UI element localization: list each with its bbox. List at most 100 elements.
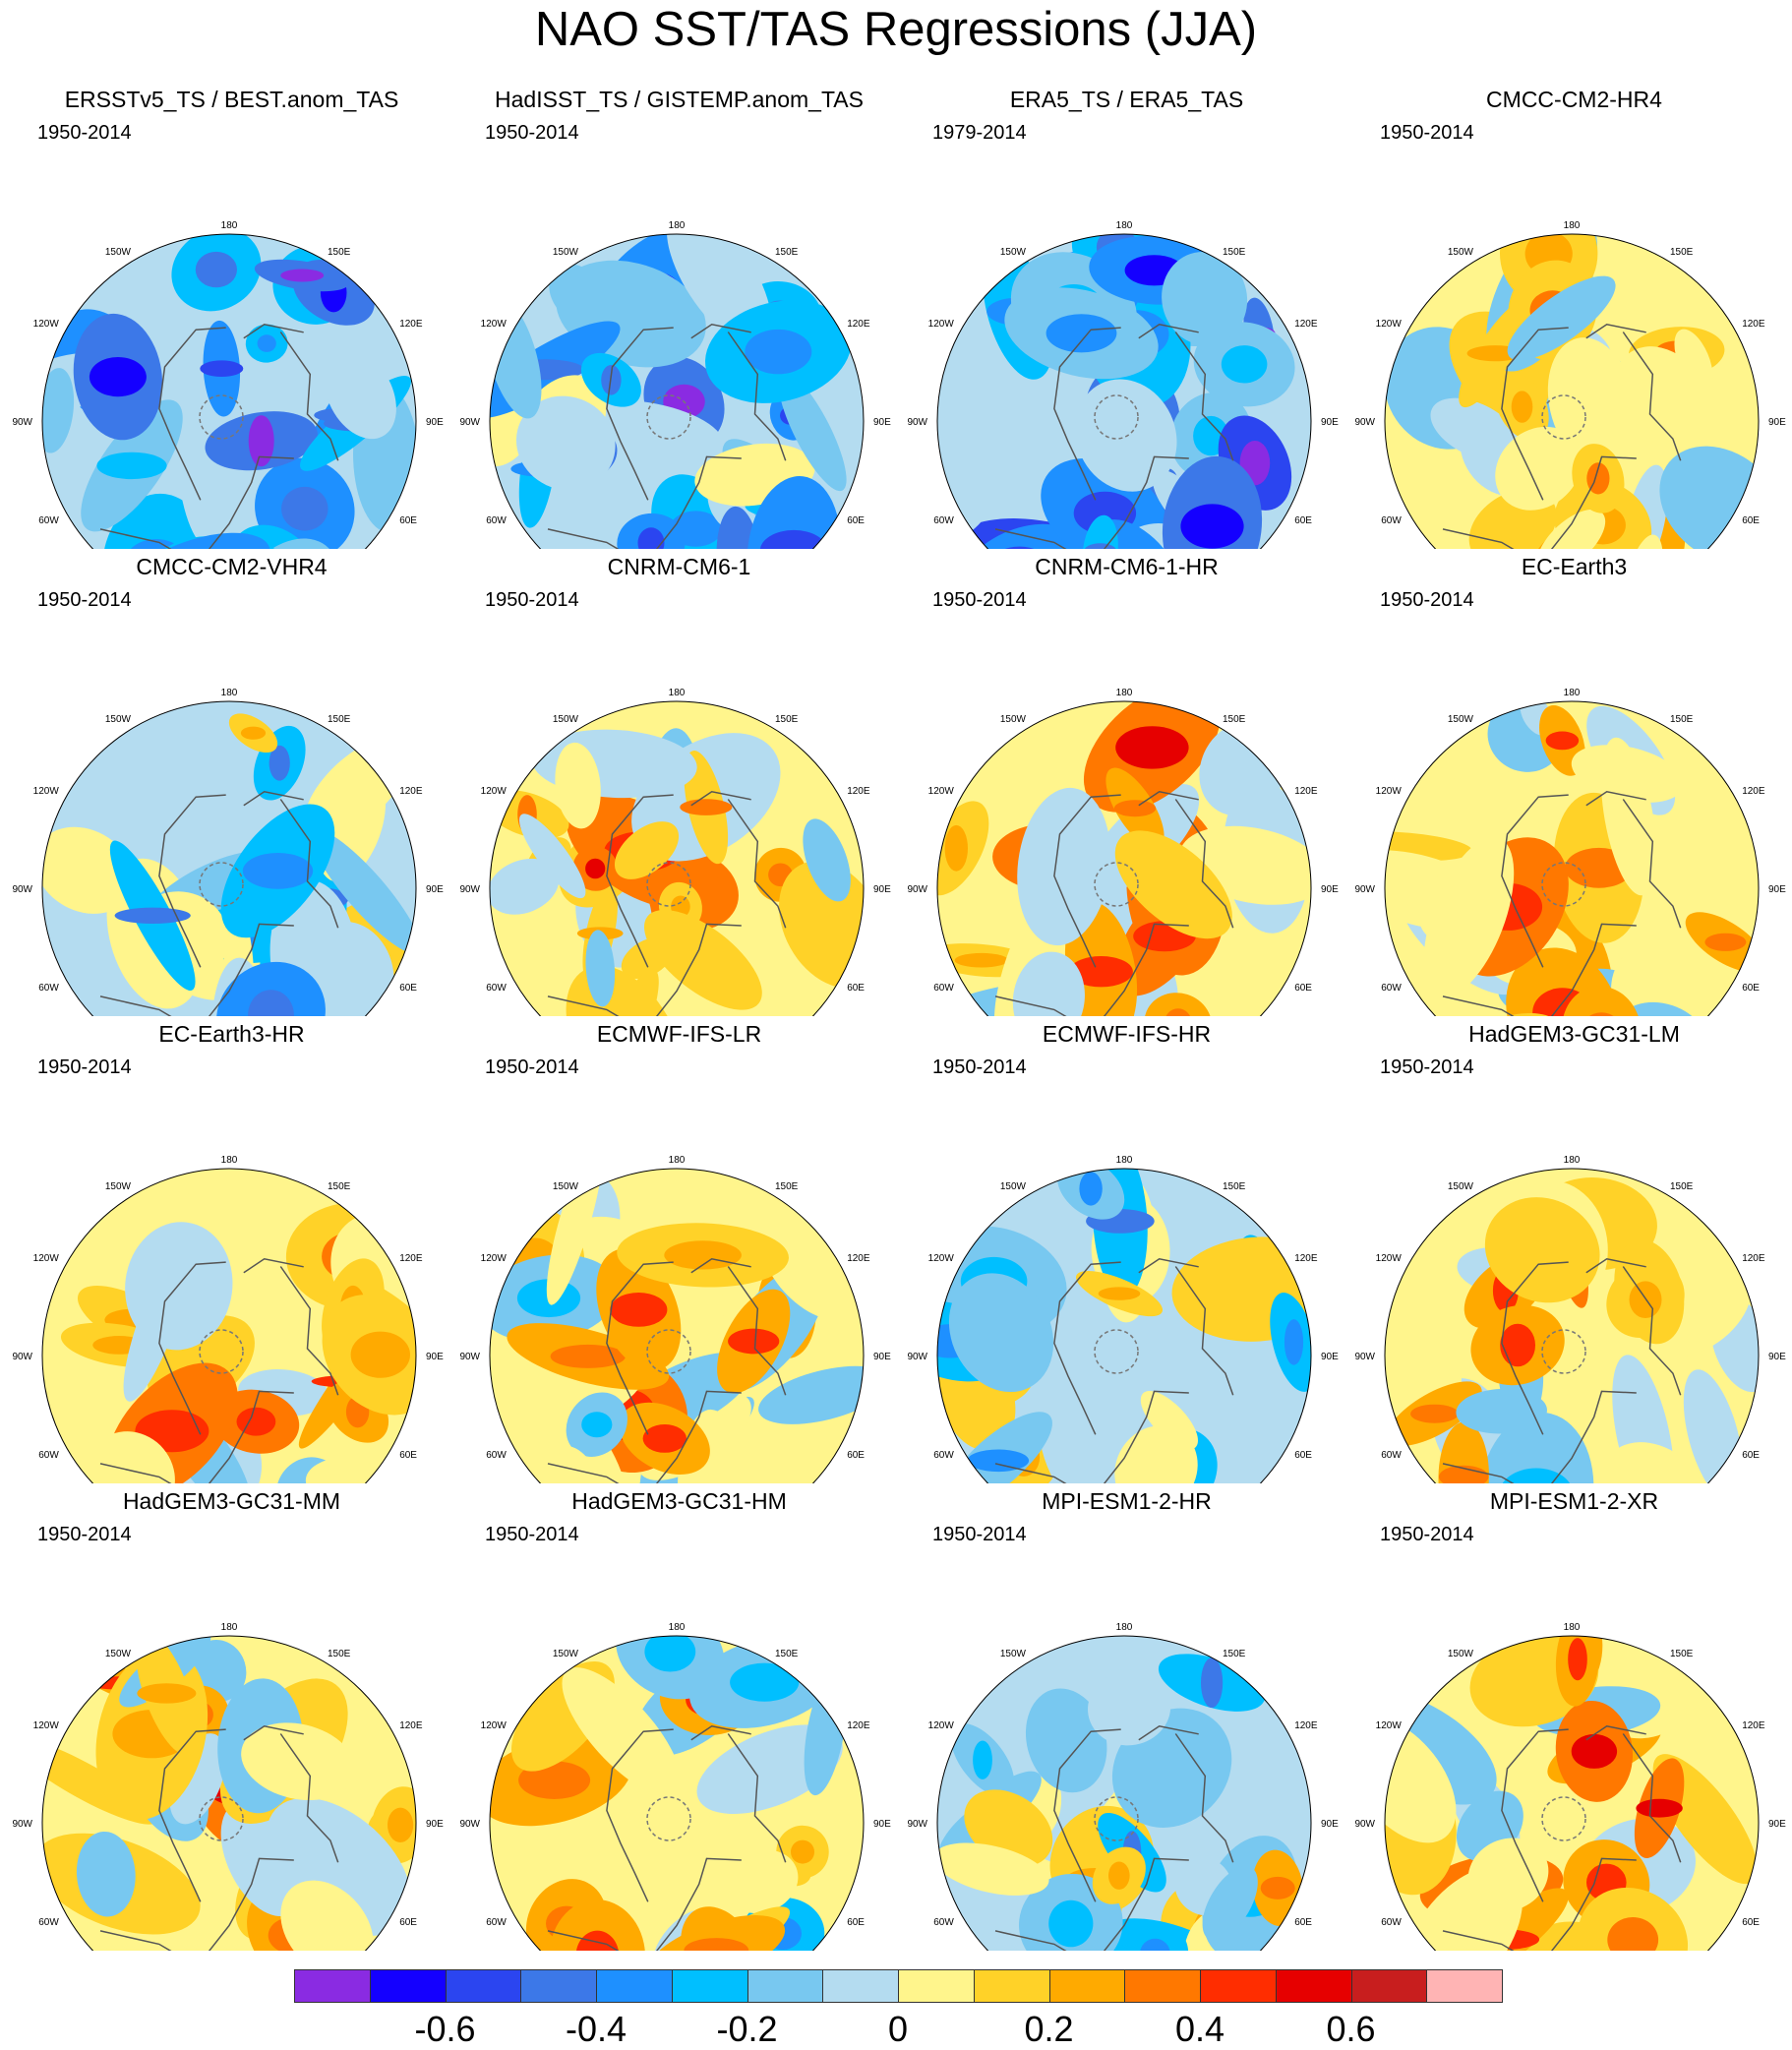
longitude-label: 150E bbox=[775, 1181, 799, 1192]
longitude-label: 150W bbox=[1448, 247, 1474, 258]
longitude-label: 90E bbox=[1321, 884, 1339, 895]
arctic-islands bbox=[1541, 394, 1586, 440]
longitude-label: 60W bbox=[486, 983, 507, 994]
polar-map: 180150E120E90E60E30E030W60W90W120W150W bbox=[907, 688, 1339, 1016]
longitude-label: 150W bbox=[553, 247, 579, 258]
longitude-label: 60W bbox=[933, 1917, 954, 1928]
panel-title: ECMWF-IFS-HR bbox=[1042, 1021, 1212, 1047]
longitude-label: 120E bbox=[847, 1253, 870, 1264]
longitude-label: 150E bbox=[775, 1649, 799, 1659]
longitude-label: 120E bbox=[1742, 319, 1765, 330]
longitude-label: 180 bbox=[1116, 1622, 1133, 1633]
longitude-label: 120E bbox=[399, 319, 423, 330]
arctic-islands bbox=[1541, 1796, 1586, 1841]
longitude-label: 60E bbox=[399, 983, 417, 994]
map-border bbox=[41, 233, 417, 549]
colorbar-label: 0 bbox=[887, 2009, 909, 2049]
map-panel: 180150E120E90E60E30E030W60W90W120W150WHa… bbox=[0, 1488, 448, 1951]
colorbar-box bbox=[294, 1969, 371, 2003]
longitude-label: 60W bbox=[486, 515, 507, 526]
longitude-label: 90E bbox=[1321, 1352, 1339, 1362]
colorbar-box bbox=[747, 1969, 824, 2003]
longitude-label: 120E bbox=[1294, 1253, 1318, 1264]
arctic-islands bbox=[199, 1796, 244, 1841]
polar-map: 180150E120E90E60E30E030W60W90W120W150W bbox=[1354, 220, 1786, 549]
map-panel: 180150E120E90E60E30E030W60W90W120W150WHa… bbox=[448, 1488, 895, 1951]
panel-title: CNRM-CM6-1 bbox=[607, 554, 751, 579]
longitude-label: 120E bbox=[1294, 319, 1318, 330]
colorbar-box bbox=[898, 1969, 975, 2003]
colorbar-box bbox=[973, 1969, 1050, 2003]
longitude-label: 90W bbox=[1354, 417, 1375, 428]
longitude-label: 120E bbox=[847, 1720, 870, 1731]
longitude-label: 150W bbox=[1448, 714, 1474, 725]
map-panel: 180150E120E90E60E30E030W60W90W120W150WCM… bbox=[1343, 87, 1790, 549]
map-panel: 180150E120E90E60E30E030W60W90W120W150WHa… bbox=[448, 87, 895, 549]
panel-title: MPI-ESM1-2-XR bbox=[1489, 1488, 1659, 1514]
polar-map: 180150E120E90E60E30E030W60W90W120W150W bbox=[12, 1155, 444, 1483]
longitude-label: 60W bbox=[38, 1917, 59, 1928]
coastline bbox=[547, 1725, 787, 1951]
coastline bbox=[994, 1258, 1234, 1483]
longitude-label: 120W bbox=[1376, 319, 1403, 330]
longitude-label: 120E bbox=[847, 319, 870, 330]
anomaly-field bbox=[42, 1636, 416, 1951]
longitude-label: 90W bbox=[12, 1352, 32, 1362]
longitude-label: 90E bbox=[1768, 1352, 1786, 1362]
longitude-label: 150E bbox=[775, 247, 799, 258]
longitude-label: 90W bbox=[1354, 1352, 1375, 1362]
panel-period: 1979-2014 bbox=[932, 122, 1027, 144]
longitude-label: 180 bbox=[669, 220, 686, 231]
longitude-label: 90W bbox=[459, 1819, 480, 1830]
anomaly-field bbox=[937, 701, 1311, 1016]
arctic-islands bbox=[1094, 1329, 1139, 1374]
polar-map: 180150E120E90E60E30E030W60W90W120W150W bbox=[907, 220, 1339, 549]
anomaly-field bbox=[490, 1169, 864, 1483]
longitude-label: 60E bbox=[847, 1450, 865, 1461]
longitude-label: 180 bbox=[1116, 688, 1133, 698]
longitude-label: 90W bbox=[12, 417, 32, 428]
longitude-label: 150E bbox=[1223, 714, 1246, 725]
map-border bbox=[489, 1635, 865, 1951]
longitude-label: 60E bbox=[1742, 515, 1760, 526]
longitude-label: 150W bbox=[105, 247, 132, 258]
longitude-label: 180 bbox=[669, 688, 686, 698]
longitude-label: 150E bbox=[775, 714, 799, 725]
longitude-label: 60E bbox=[1742, 1450, 1760, 1461]
longitude-label: 120W bbox=[481, 1720, 508, 1731]
longitude-label: 60E bbox=[1294, 1450, 1312, 1461]
longitude-label: 120W bbox=[1376, 1720, 1403, 1731]
arctic-islands bbox=[1094, 1796, 1139, 1841]
anomaly-field bbox=[1385, 701, 1759, 1016]
map-panel: 180150E120E90E60E30E030W60W90W120W150WEC… bbox=[448, 1021, 895, 1483]
longitude-label: 120W bbox=[481, 1253, 508, 1264]
colorbar-box bbox=[1275, 1969, 1352, 2003]
longitude-label: 180 bbox=[669, 1155, 686, 1166]
colorbar-box bbox=[596, 1969, 673, 2003]
longitude-label: 60W bbox=[933, 515, 954, 526]
panel-period: 1950-2014 bbox=[1380, 1056, 1474, 1078]
coastline bbox=[1442, 791, 1682, 1016]
polar-map: 180150E120E90E60E30E030W60W90W120W150W bbox=[1354, 1622, 1786, 1951]
longitude-label: 150W bbox=[1000, 1181, 1027, 1192]
longitude-label: 60W bbox=[1381, 515, 1402, 526]
longitude-label: 150E bbox=[1223, 247, 1246, 258]
longitude-label: 60W bbox=[933, 1450, 954, 1461]
panel-title: CNRM-CM6-1-HR bbox=[1035, 554, 1219, 579]
longitude-label: 90W bbox=[459, 1352, 480, 1362]
longitude-label: 90E bbox=[873, 1819, 891, 1830]
longitude-label: 60E bbox=[1742, 983, 1760, 994]
longitude-label: 150W bbox=[105, 1649, 132, 1659]
longitude-label: 60E bbox=[399, 1450, 417, 1461]
longitude-label: 120W bbox=[481, 786, 508, 797]
longitude-label: 60W bbox=[933, 983, 954, 994]
anomaly-field bbox=[1385, 234, 1759, 549]
longitude-label: 60W bbox=[38, 515, 59, 526]
polar-map: 180150E120E90E60E30E030W60W90W120W150W bbox=[12, 220, 444, 549]
longitude-label: 120W bbox=[1376, 786, 1403, 797]
longitude-label: 150E bbox=[1223, 1649, 1246, 1659]
longitude-label: 150E bbox=[1670, 714, 1694, 725]
longitude-label: 60E bbox=[1294, 1917, 1312, 1928]
longitude-label: 60E bbox=[1294, 983, 1312, 994]
panel-title: ERA5_TS / ERA5_TAS bbox=[1009, 87, 1244, 112]
